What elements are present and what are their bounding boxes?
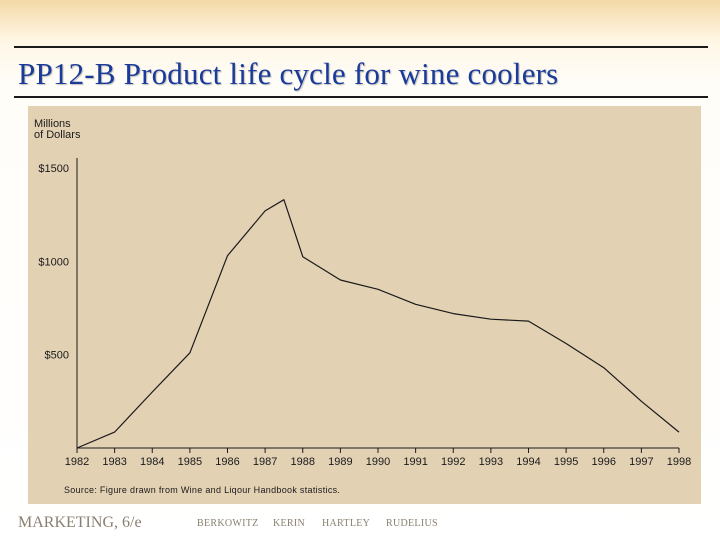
- x-tick-label-1990: 1990: [366, 456, 390, 468]
- author-4: RUDELIUS: [386, 518, 438, 529]
- x-tick-label-1997: 1997: [629, 456, 653, 468]
- x-tick-label-1991: 1991: [403, 456, 427, 468]
- x-tick-label-1986: 1986: [215, 456, 239, 468]
- x-axis-ticks: 1982 1983 1984 1985 1986 1987 1988 1989 1990 1991…: [65, 448, 691, 468]
- sales-line: [76, 199, 680, 449]
- x-tick-label-1985: 1985: [178, 456, 202, 468]
- title-underline: [14, 96, 708, 98]
- x-tick-label-1993: 1993: [479, 456, 503, 468]
- x-tick-label-1996: 1996: [592, 456, 616, 468]
- x-tick-label-1987: 1987: [253, 456, 277, 468]
- slide-title: PP12-B Product life cycle for wine coole…: [18, 56, 559, 91]
- y-tick-label-2: $500: [45, 350, 69, 362]
- source-note: Source: Figure drawn from Wine and Liqou…: [64, 485, 340, 495]
- y-tick-label-1: $1000: [38, 256, 69, 268]
- x-tick-label-1989: 1989: [328, 456, 352, 468]
- author-1: BERKOWITZ: [197, 518, 259, 529]
- chart-panel: Millions of Dollars $1500 $1000 $500 1982 1…: [28, 106, 701, 504]
- author-2: KERIN: [273, 518, 306, 529]
- x-tick-label-1998: 1998: [667, 456, 691, 468]
- life-cycle-chart: Millions of Dollars $1500$1000$500 1982 1…: [34, 118, 691, 495]
- x-tick-label-1982: 1982: [65, 456, 89, 468]
- top-rule: [14, 46, 708, 48]
- author-3: HARTLEY: [322, 518, 371, 529]
- course-footer: MARKETING, 6/e: [18, 514, 142, 531]
- x-tick-label-1984: 1984: [140, 456, 164, 468]
- y-tick-label-0: $1500: [38, 163, 69, 175]
- y-axis-label-line-1: Millions: [34, 118, 71, 130]
- x-tick-label-1983: 1983: [102, 456, 126, 468]
- x-tick-label-1992: 1992: [441, 456, 465, 468]
- x-tick-label-1988: 1988: [291, 456, 315, 468]
- x-tick-label-1995: 1995: [554, 456, 578, 468]
- x-tick-label-1994: 1994: [516, 456, 540, 468]
- y-axis-label-line-2: of Dollars: [34, 129, 81, 141]
- y-tick-labels: $1500 $1000 $500: [38, 163, 69, 362]
